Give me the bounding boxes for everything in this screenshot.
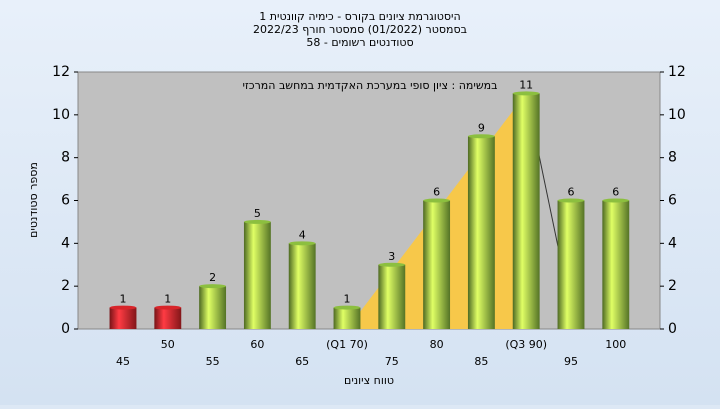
data-label: 2 [209, 271, 216, 284]
bar [288, 243, 316, 329]
y2-tick-label: 0 [668, 321, 677, 337]
x-tick-label: 50 [161, 338, 175, 351]
x-tick-label: 95 [564, 355, 578, 368]
y2-tick-label: 6 [668, 193, 677, 209]
y2-tick-label: 8 [668, 150, 677, 166]
bar [378, 264, 406, 329]
y-tick-label: 10 [52, 107, 70, 123]
bar [423, 200, 451, 329]
data-label: 9 [478, 121, 485, 134]
bar [109, 307, 137, 329]
x-tick-label: 100 [605, 338, 626, 351]
x-axis-label: טווח ציונים [344, 374, 394, 387]
x-tick-label: 65 [295, 355, 309, 368]
x-tick-label: 60 [250, 338, 264, 351]
y-tick-label: 4 [61, 235, 70, 251]
bar-top [154, 305, 182, 310]
y-tick-label: 8 [61, 150, 70, 166]
title-line: סטודנטים רשומים - 58 [306, 36, 413, 49]
bar-top [423, 198, 451, 203]
y2-tick-label: 12 [668, 64, 686, 80]
x-tick-label: (Q3 90) [505, 338, 547, 351]
data-label: 6 [612, 186, 619, 199]
bar-top [602, 198, 630, 203]
data-label: 3 [388, 250, 395, 263]
bar [557, 200, 585, 329]
data-label: 1 [164, 293, 171, 306]
x-tick-label: 45 [116, 355, 130, 368]
title-line: בסמסטר (01/2022) סמסטר חורף 2022/23 [253, 23, 467, 36]
data-label: 11 [519, 78, 533, 91]
y-tick-label: 6 [61, 193, 70, 209]
bar [512, 93, 540, 330]
bar [602, 200, 630, 329]
x-tick-label: 85 [474, 355, 488, 368]
data-label: 6 [433, 186, 440, 199]
x-tick-label: (Q1 70) [326, 338, 368, 351]
bar-top [109, 305, 137, 310]
y2-tick-label: 10 [668, 107, 686, 123]
y2-tick-label: 2 [668, 278, 677, 294]
data-label: 1 [120, 293, 127, 306]
x-tick-label: 55 [206, 355, 220, 368]
y-axis-label: מספר סטודנטים [27, 162, 40, 238]
bar [333, 307, 361, 329]
y-tick-label: 0 [61, 321, 70, 337]
y-tick-label: 2 [61, 278, 70, 294]
title-line: היסטוגרמת ציונים בקורס - כימיה קוונטית 1 [259, 10, 460, 23]
x-tick-label: 80 [430, 338, 444, 351]
x-tick-label: 75 [385, 355, 399, 368]
bar [154, 307, 182, 329]
bar [243, 221, 271, 329]
y2-tick-label: 4 [668, 235, 677, 251]
bar [467, 136, 495, 329]
bar-top [467, 134, 495, 139]
bar-top [333, 305, 361, 310]
bar-top [243, 219, 271, 224]
annotation: במשימה : ציון סופי במערכת האקדמית במחשב … [243, 79, 498, 92]
data-label: 1 [344, 293, 351, 306]
bar-top [199, 284, 227, 289]
data-label: 6 [568, 186, 575, 199]
y-tick-label: 12 [52, 64, 70, 80]
bar [199, 286, 227, 329]
bar-top [557, 198, 585, 203]
bar-top [378, 262, 406, 267]
bar-top [512, 91, 540, 96]
data-label: 5 [254, 207, 261, 220]
bar-top [288, 241, 316, 246]
data-label: 4 [299, 228, 306, 241]
